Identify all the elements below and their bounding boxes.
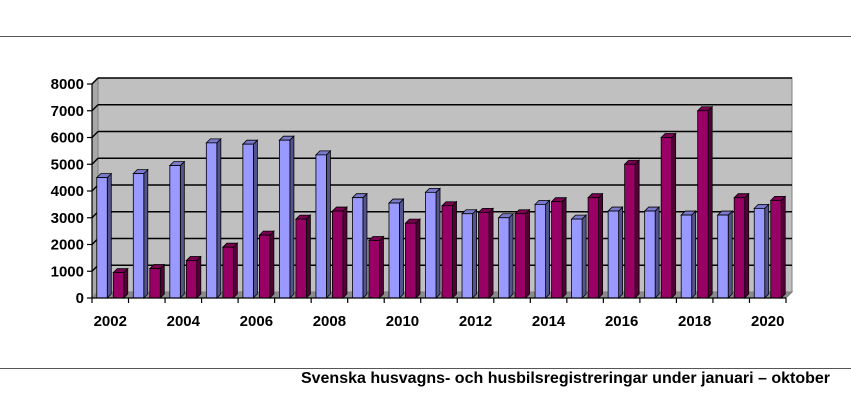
y-tick-label-6000: 6000 — [51, 130, 84, 147]
bar-series2-2020 — [769, 195, 787, 299]
x-tick-label-2004: 2004 — [167, 313, 201, 330]
bar-series2-2003 — [148, 263, 166, 299]
y-tick-label-8000: 8000 — [51, 76, 84, 93]
y-tick-label-7000: 7000 — [51, 103, 84, 120]
chart-caption: Svenska husvagns- och husbilsregistrerin… — [300, 370, 830, 387]
x-tick-label-2010: 2010 — [386, 313, 419, 330]
bar-series1-2019 — [716, 210, 734, 299]
bar-series1-2015 — [570, 214, 588, 299]
gridline-side — [91, 77, 99, 85]
bar-series1-2004 — [168, 160, 186, 299]
bar-series2-2007 — [294, 214, 312, 299]
bar-series1-2002 — [95, 172, 113, 299]
bar-series2-2005 — [221, 242, 239, 299]
bar-series2-2010 — [404, 218, 421, 299]
bottom-rule — [0, 368, 851, 369]
bar-series1-2016 — [607, 206, 624, 299]
bar-series1-2018 — [680, 210, 697, 299]
bar-series2-2015 — [587, 192, 604, 299]
bar-series1-2013 — [497, 212, 515, 299]
y-tick-label-2000: 2000 — [51, 237, 84, 254]
y-tick-label-4000: 4000 — [51, 183, 84, 200]
bar-series2-2008 — [331, 206, 348, 299]
top-rule — [0, 36, 851, 37]
x-tick-label-2016: 2016 — [605, 313, 638, 330]
bar-series1-2017 — [643, 206, 661, 299]
bar-series1-2005 — [205, 137, 222, 299]
y-tick-label-3000: 3000 — [51, 210, 84, 227]
bar-series2-2016 — [623, 159, 641, 299]
bar-series1-2010 — [388, 198, 405, 299]
y-tick-label-5000: 5000 — [51, 156, 84, 173]
bar-series2-2014 — [550, 196, 568, 299]
bar-series2-2012 — [477, 207, 494, 299]
bar-series2-2009 — [367, 235, 385, 299]
x-tick-label-2020: 2020 — [751, 313, 784, 330]
x-tick-label-2008: 2008 — [313, 313, 346, 330]
bar-series1-2012 — [461, 208, 478, 299]
y-tick-label-0: 0 — [76, 290, 84, 307]
x-tick-label-2018: 2018 — [678, 313, 711, 330]
bar-series1-2007 — [278, 135, 295, 299]
bar-series1-2014 — [534, 199, 551, 299]
bar-series1-2006 — [241, 139, 259, 299]
gridline-side — [91, 104, 99, 112]
bar-series2-2017 — [660, 132, 677, 299]
bar-series2-2013 — [514, 208, 531, 299]
bar-series1-2008 — [314, 149, 332, 299]
x-tick-label-2012: 2012 — [459, 313, 492, 330]
x-tick-label-2002: 2002 — [94, 313, 127, 330]
bar-series1-2011 — [424, 187, 441, 299]
bar-series1-2003 — [132, 168, 149, 299]
gridline-side — [91, 157, 99, 165]
bar-series2-2002 — [112, 267, 129, 299]
bar-series2-2018 — [696, 105, 714, 299]
x-tick-label-2014: 2014 — [532, 313, 566, 330]
x-tick-label-2006: 2006 — [240, 313, 273, 330]
bar-series1-2009 — [351, 192, 368, 299]
bar-series2-2004 — [185, 255, 202, 299]
bar-series2-2006 — [258, 230, 275, 299]
bar-series2-2011 — [441, 200, 458, 299]
y-tick-label-1000: 1000 — [51, 263, 84, 280]
bar-series2-2019 — [733, 192, 750, 299]
bar-series1-2020 — [753, 203, 770, 299]
gridline-side — [91, 131, 99, 138]
